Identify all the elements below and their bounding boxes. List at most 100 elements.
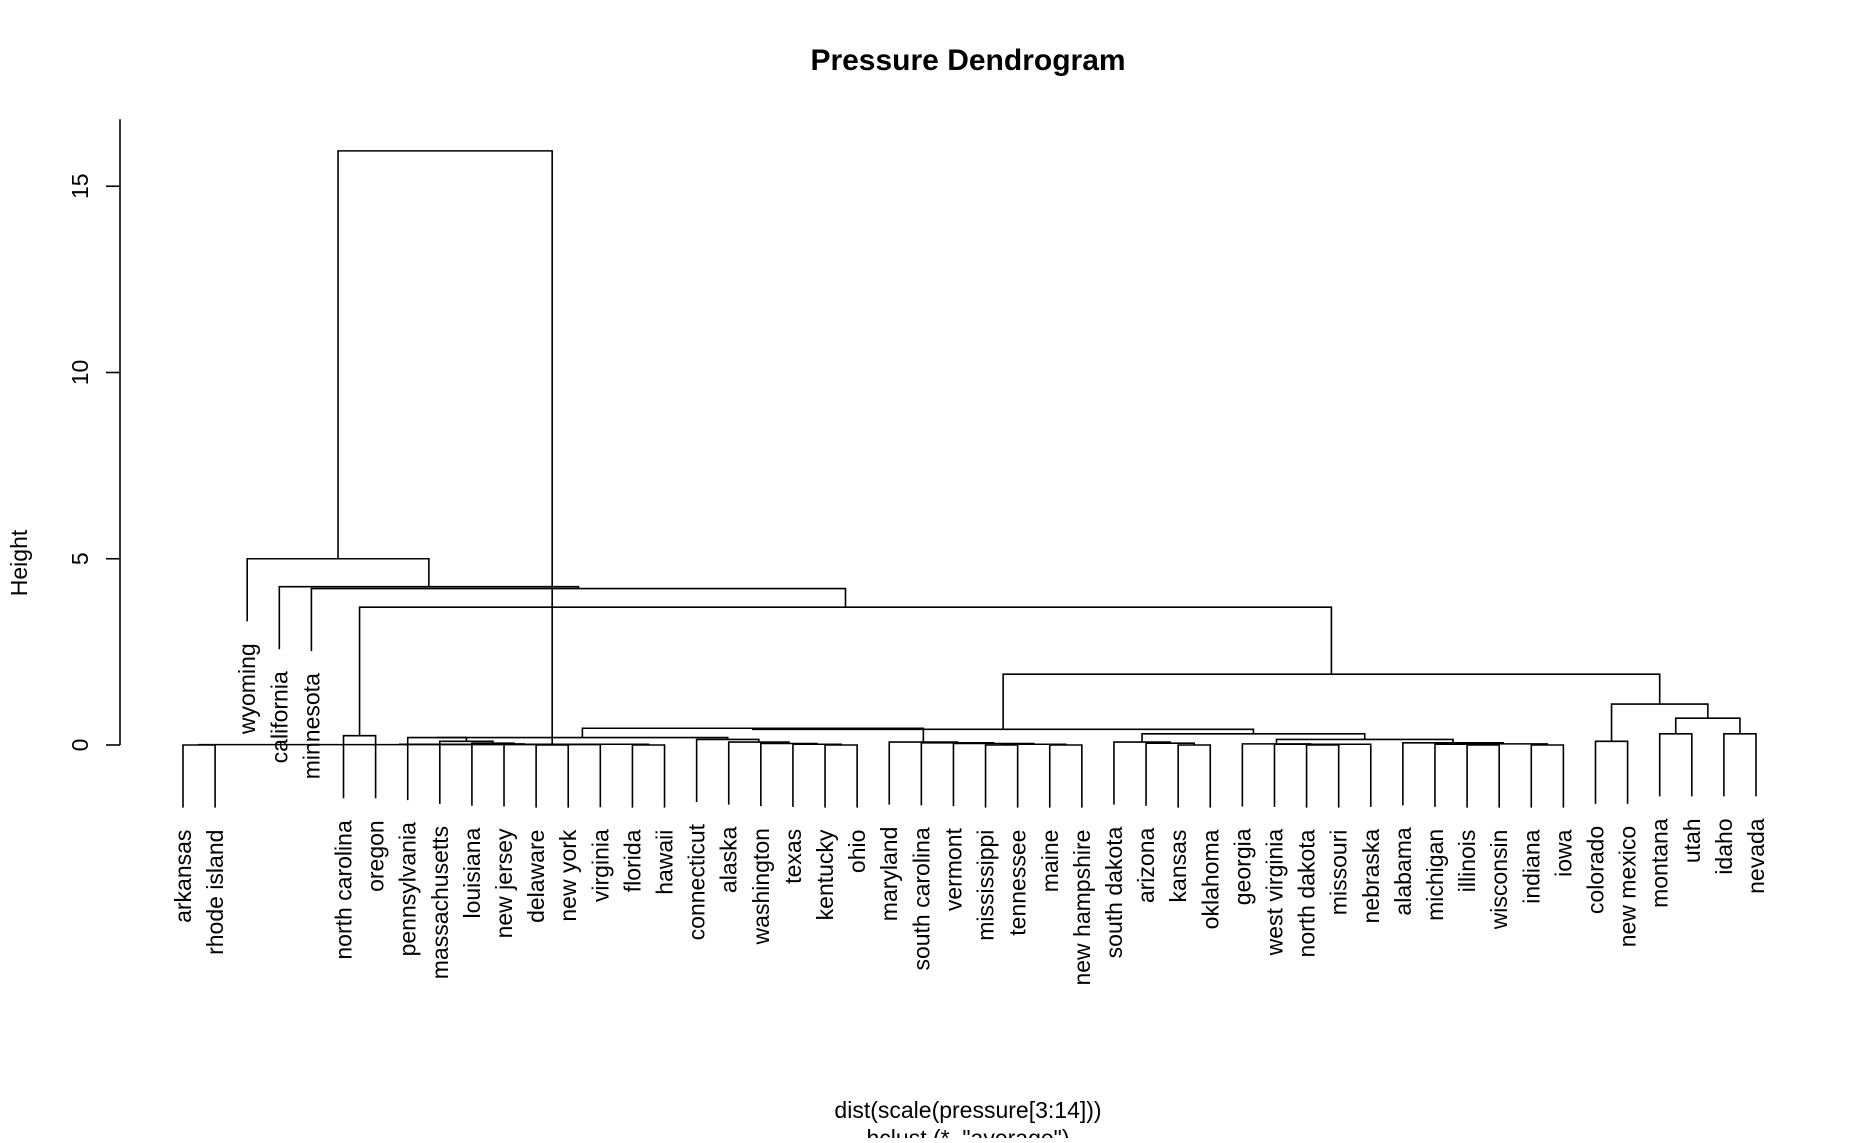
leaf-label: south dakota — [1101, 826, 1127, 958]
leaf-label: louisiana — [459, 828, 485, 919]
leaf-label: michigan — [1422, 829, 1448, 921]
leaf-label: new mexico — [1615, 826, 1641, 947]
leaf-label: rhode island — [202, 830, 228, 955]
leaf-label: wisconsin — [1486, 830, 1512, 931]
dendrogram-branch — [1241, 743, 1312, 807]
leaf-label: hawaii — [652, 830, 678, 895]
y-tick-label: 5 — [67, 552, 93, 565]
leaf-label: massachusetts — [427, 826, 453, 979]
dendrogram-branch — [1321, 743, 1372, 807]
leaf-label: colorado — [1582, 826, 1608, 914]
dendrogram-branch — [1723, 733, 1757, 797]
leaf-label: mississippi — [973, 830, 999, 941]
dendrogram-branch — [1113, 741, 1171, 805]
dendrogram-branch — [310, 587, 847, 652]
y-tick-label: 10 — [67, 360, 93, 386]
leaf-label: ohio — [844, 830, 870, 873]
leaf-label: new hampshire — [1069, 830, 1095, 986]
dendrogram-branch — [631, 744, 666, 808]
leaf-label: arkansas — [170, 830, 196, 923]
leaf-label: maine — [1037, 830, 1063, 893]
leaf-label: connecticut — [684, 823, 710, 940]
leaf-label: montana — [1647, 818, 1673, 908]
y-tick-label: 15 — [67, 173, 93, 199]
leaf-label: west virginia — [1261, 829, 1287, 957]
dendrogram-branch — [888, 741, 959, 805]
leaf-label: virginia — [587, 829, 613, 902]
leaf-label: georgia — [1229, 828, 1255, 905]
dendrogram-branch — [1002, 673, 1661, 730]
leaf-label: maryland — [876, 827, 902, 922]
leaf-label: new jersey — [491, 828, 517, 938]
dendrogram-branch — [824, 744, 858, 808]
dendrogram-branch — [471, 742, 515, 806]
leaf-label: delaware — [523, 830, 549, 923]
dendrogram-branch — [337, 150, 553, 745]
dendrogram-branch — [503, 743, 525, 807]
leaf-label: arizona — [1133, 828, 1159, 904]
dendrogram-branch — [760, 742, 818, 807]
dendrogram-branch — [342, 734, 377, 799]
chart-title: Pressure Dendrogram — [810, 44, 1125, 77]
x-axis-label-line-2: hclust (*, "average") — [867, 1125, 1070, 1138]
leaf-label: kentucky — [812, 829, 838, 920]
dendrogram-branch — [358, 606, 1333, 736]
leaf-label: north carolina — [331, 820, 357, 960]
leaf-label: new york — [555, 829, 581, 922]
dendrogram-branch — [1048, 744, 1083, 808]
leaf-label: nebraska — [1358, 829, 1384, 924]
dendrogram-branch — [1305, 744, 1340, 808]
leaf-label: oregon — [363, 820, 389, 892]
dendrogram-branch — [1530, 744, 1565, 808]
dendrogram-branch — [398, 743, 650, 746]
dendrogram-branch — [278, 585, 580, 650]
leaf-label: oklahoma — [1197, 829, 1223, 929]
leaf-label: vermont — [940, 827, 966, 911]
dendrogram-branch — [727, 741, 790, 805]
leaf-labels: arkansas rhode island wyoming california min… — [170, 643, 1769, 985]
leaf-label: nevada — [1743, 818, 1769, 894]
dendrogram-branch — [1594, 740, 1629, 804]
leaf-label: indiana — [1518, 829, 1544, 903]
dendrogram-branches — [182, 150, 1757, 808]
dendrogram-branch — [1177, 744, 1212, 808]
dendrogram-branch — [792, 743, 842, 807]
dendrogram-branch — [439, 740, 494, 804]
leaf-label: texas — [780, 829, 806, 884]
dendrogram-branch — [182, 744, 216, 808]
leaf-label: wyoming — [234, 643, 260, 735]
x-axis-label-line-1: dist(scale(pressure[3:14])) — [834, 1097, 1101, 1123]
leaf-label: missouri — [1326, 830, 1352, 916]
dendrogram-branch — [535, 744, 570, 808]
dendrogram-branch — [406, 736, 468, 801]
leaf-label: tennessee — [1005, 830, 1031, 936]
dendrogram-branch — [1145, 742, 1196, 806]
dendrogram-branch — [1674, 717, 1741, 734]
dendrogram-branch — [437, 736, 729, 740]
dendrogram-branch — [1466, 744, 1500, 808]
leaf-label: minnesota — [298, 673, 324, 779]
leaf-label: kansas — [1165, 830, 1191, 903]
leaf-label: south carolina — [908, 827, 934, 970]
dendrogram-branch — [1434, 743, 1484, 807]
dendrogram-branch — [1658, 733, 1693, 797]
leaf-label: alabama — [1390, 827, 1416, 915]
dendrogram-branch — [1402, 741, 1504, 806]
leaf-label: idaho — [1711, 818, 1737, 874]
dendrogram-branch — [198, 743, 602, 808]
leaf-label: pennsylvania — [395, 822, 421, 956]
dendrogram-branch — [984, 744, 1019, 808]
dendrogram-branch — [920, 741, 995, 806]
leaf-label: california — [266, 671, 292, 763]
leaf-label: washington — [748, 828, 774, 945]
dendrogram-branch — [695, 738, 760, 802]
leaf-label: utah — [1679, 818, 1705, 863]
leaf-label: north dakota — [1294, 829, 1320, 957]
dendrogram-branch — [1000, 743, 1067, 746]
leaf-label: iowa — [1550, 829, 1576, 877]
y-axis-label: Height — [6, 529, 32, 596]
y-tick-label: 0 — [67, 739, 93, 752]
dendrogram-branch — [952, 742, 1035, 807]
